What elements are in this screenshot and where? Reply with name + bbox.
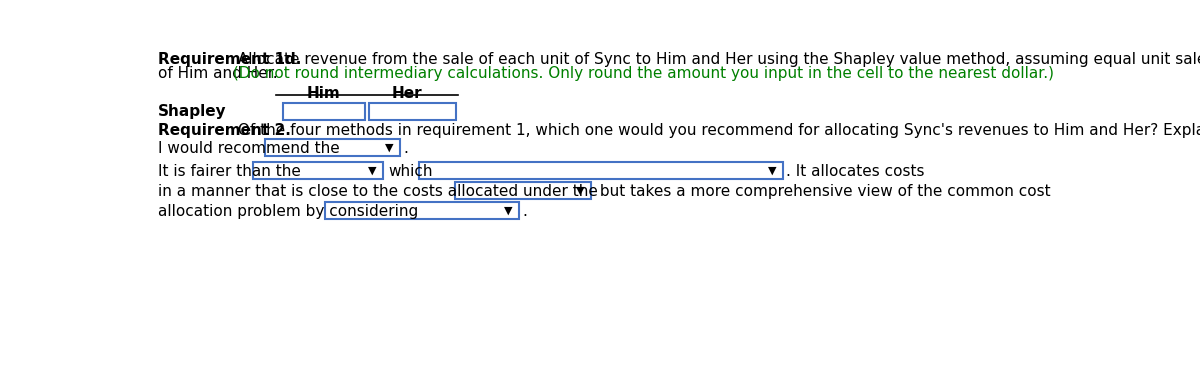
- FancyBboxPatch shape: [370, 103, 456, 120]
- Text: Requirement 1d.: Requirement 1d.: [157, 52, 301, 67]
- Text: allocation problem by considering: allocation problem by considering: [157, 204, 418, 219]
- FancyBboxPatch shape: [455, 182, 590, 199]
- Text: which: which: [388, 164, 432, 179]
- Text: ▼: ▼: [504, 205, 512, 215]
- Text: but takes a more comprehensive view of the common cost: but takes a more comprehensive view of t…: [595, 184, 1050, 199]
- Text: ▼: ▼: [368, 165, 377, 175]
- Text: in a manner that is close to the costs allocated under the: in a manner that is close to the costs a…: [157, 184, 598, 199]
- Text: Him: Him: [307, 86, 341, 101]
- Text: ▼: ▼: [768, 165, 776, 175]
- FancyBboxPatch shape: [325, 202, 518, 219]
- Text: Requirement 2.: Requirement 2.: [157, 123, 290, 138]
- Text: .: .: [522, 204, 527, 219]
- Text: Allocate revenue from the sale of each unit of Sync to Him and Her using the Sha: Allocate revenue from the sale of each u…: [233, 52, 1200, 67]
- Text: It is fairer than the: It is fairer than the: [157, 164, 301, 179]
- Text: Of the four methods in requirement 1, which one would you recommend for allocati: Of the four methods in requirement 1, wh…: [233, 123, 1200, 138]
- FancyBboxPatch shape: [419, 162, 784, 179]
- Text: Shapley: Shapley: [157, 104, 227, 119]
- Text: of Him and Her.: of Him and Her.: [157, 66, 277, 81]
- FancyBboxPatch shape: [283, 103, 365, 120]
- FancyBboxPatch shape: [253, 162, 383, 179]
- Text: Her: Her: [392, 86, 422, 101]
- Text: ▼: ▼: [576, 185, 584, 195]
- Text: . It allocates costs: . It allocates costs: [786, 164, 925, 179]
- FancyBboxPatch shape: [265, 139, 401, 156]
- Text: ▼: ▼: [385, 142, 394, 152]
- Text: .: .: [403, 141, 408, 156]
- Text: (Do not round intermediary calculations. Only round the amount you input in the : (Do not round intermediary calculations.…: [228, 66, 1054, 81]
- Text: I would recommend the: I would recommend the: [157, 141, 340, 156]
